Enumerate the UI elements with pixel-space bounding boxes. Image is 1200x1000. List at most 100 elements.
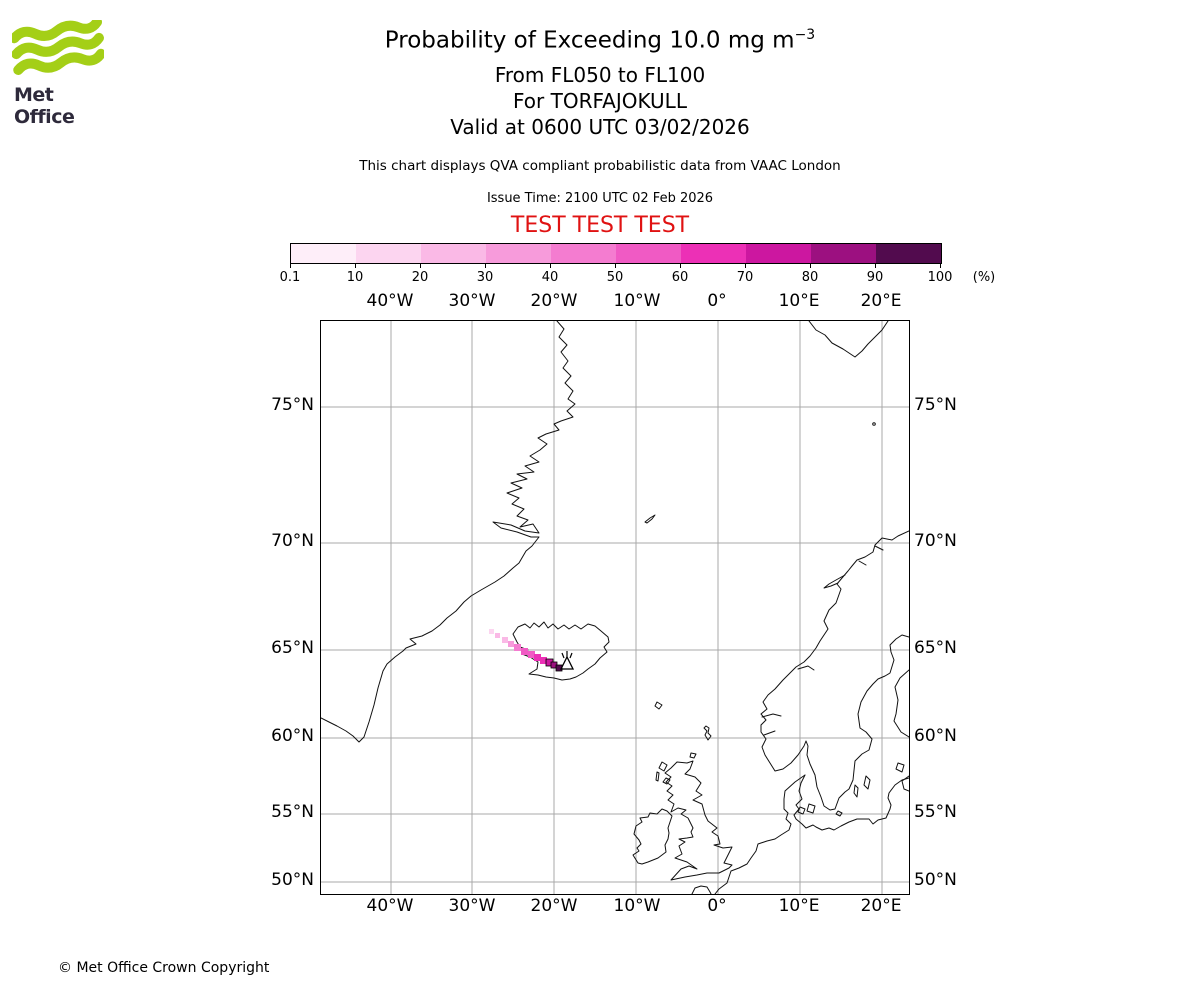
- subtitle-volcano: For TORFAJOKULL: [513, 89, 687, 113]
- subtitle-flight-levels: From FL050 to FL100: [494, 63, 706, 87]
- coastline-jutland-baltic-south: [793, 774, 910, 831]
- lat-label-left-75n: 75°N: [271, 395, 314, 415]
- colorbar-segment: [291, 244, 356, 263]
- lon-label-top-20w: 20°W: [530, 291, 578, 311]
- lat-label-right-55n: 55°N: [914, 802, 957, 822]
- coastline-greenland: [320, 320, 576, 743]
- colorbar-tickmark: [680, 263, 681, 268]
- lat-label-left-65n: 65°N: [271, 638, 314, 658]
- colorbar-tickmark: [290, 263, 291, 268]
- graticule-grid: [321, 321, 909, 894]
- colorbar-segment: [616, 244, 681, 263]
- coastline-denmark-germany-lowlands-france: [714, 774, 806, 895]
- norwegian-fjords: [761, 545, 884, 736]
- colorbar-tickmarks: [290, 263, 942, 269]
- coastline-orkney: [689, 752, 697, 759]
- coastline-great-britain: [664, 760, 733, 881]
- map-canvas: [320, 320, 910, 895]
- colorbar-segment: [876, 244, 941, 263]
- colorbar-tick-label: 90: [866, 270, 884, 285]
- colorbar-tick-label: 50: [606, 270, 624, 285]
- plume-cell: [521, 648, 528, 655]
- lon-label-bottom-10w: 10°W: [613, 896, 661, 916]
- lat-label-right-65n: 65°N: [914, 638, 957, 658]
- qva-compliance-note: This chart displays QVA compliant probab…: [359, 158, 841, 174]
- coastline-hebrides: [655, 761, 671, 785]
- lon-label-top-0: 0°: [707, 291, 727, 311]
- coastline-finland-west: [893, 669, 910, 738]
- lon-label-bottom-30w: 30°W: [448, 896, 496, 916]
- lat-label-right-50n: 50°N: [914, 870, 957, 890]
- colorbar-tick-label: 10: [346, 270, 364, 285]
- colorbar-tickmark: [810, 263, 811, 268]
- lon-label-top-20e: 20°E: [860, 291, 902, 311]
- colorbar-tick-label: 60: [671, 270, 689, 285]
- colorbar-tickmark: [615, 263, 616, 268]
- plume-cell: [502, 637, 508, 643]
- test-banner: TEST TEST TEST: [510, 213, 690, 238]
- lat-label-right-75n: 75°N: [914, 395, 957, 415]
- coastline-bear-island: [872, 422, 876, 426]
- page-title-main: Probability of Exceeding 10.0 mg m: [384, 27, 795, 54]
- plume-cell: [534, 654, 541, 661]
- colorbar-tick-label: 20: [411, 270, 429, 285]
- colorbar-segment: [811, 244, 876, 263]
- lon-label-bottom-0: 0°: [707, 896, 727, 916]
- colorbar-tick-label: 0.1: [279, 270, 301, 285]
- page-title-superscript: −3: [794, 27, 816, 43]
- plume-cell: [514, 644, 521, 651]
- coastline-norway-sweden: [760, 530, 910, 811]
- coastline-cotentin: [691, 885, 712, 895]
- colorbar-tick-labels: 0.1 10 20 30 40 50 60 70 80 90 100: [280, 270, 953, 286]
- lon-label-bottom-10e: 10°E: [778, 896, 820, 916]
- colorbar-segment: [486, 244, 551, 263]
- colorbar-tickmark: [745, 263, 746, 268]
- colorbar-unit-label: (%): [972, 270, 996, 285]
- colorbar-tickmark: [875, 263, 876, 268]
- plume-cell: [495, 633, 500, 638]
- colorbar-tickmark: [550, 263, 551, 268]
- probability-colorbar: [290, 243, 942, 264]
- lat-label-left-55n: 55°N: [271, 802, 314, 822]
- coastline-shetland: [703, 725, 712, 741]
- colorbar-tickmark: [485, 263, 486, 268]
- met-office-logo-waves-icon: [9, 17, 106, 75]
- issue-time: Issue Time: 2100 UTC 02 Feb 2026: [486, 191, 714, 206]
- lat-label-right-60n: 60°N: [914, 726, 957, 746]
- plume-cell: [540, 657, 547, 664]
- lat-label-left-70n: 70°N: [271, 531, 314, 551]
- lon-label-top-30w: 30°W: [448, 291, 496, 311]
- met-office-logo: Met Office: [9, 17, 112, 128]
- volcano-marker-icon: [559, 651, 575, 670]
- page-title: Probability of Exceeding 10.0 mg m−3: [0, 27, 1200, 54]
- colorbar-segment: [421, 244, 486, 263]
- colorbar-tick-label: 70: [736, 270, 754, 285]
- colorbar-segment: [551, 244, 616, 263]
- lon-label-top-40w: 40°W: [366, 291, 414, 311]
- coastline-lofoten: [823, 574, 846, 589]
- colorbar-tick-label: 100: [927, 270, 953, 285]
- lat-label-left-60n: 60°N: [271, 726, 314, 746]
- colorbar-tick-label: 40: [541, 270, 559, 285]
- copyright-notice: © Met Office Crown Copyright: [58, 960, 270, 976]
- colorbar-tickmark: [420, 263, 421, 268]
- met-office-logo-text: Met Office: [14, 84, 75, 128]
- colorbar-segment: [681, 244, 746, 263]
- coastline-gulf-of-riga: [901, 775, 910, 792]
- colorbar-tickmark: [355, 263, 356, 268]
- lon-label-bottom-20w: 20°W: [530, 896, 578, 916]
- colorbar-tick-label: 30: [476, 270, 494, 285]
- lon-label-bottom-40w: 40°W: [366, 896, 414, 916]
- colorbar-tick-label: 80: [801, 270, 819, 285]
- map-panel: [320, 320, 910, 895]
- coastline-jan-mayen: [644, 514, 656, 524]
- lon-label-bottom-20e: 20°E: [860, 896, 902, 916]
- colorbar-tickmark: [940, 263, 941, 268]
- coastline-faroe-islands: [654, 701, 663, 710]
- lon-label-top-10e: 10°E: [778, 291, 820, 311]
- coastline-ireland: [632, 808, 673, 865]
- lat-label-left-50n: 50°N: [271, 870, 314, 890]
- baltic-islands: [797, 762, 905, 817]
- coastline-svalbard: [808, 320, 889, 358]
